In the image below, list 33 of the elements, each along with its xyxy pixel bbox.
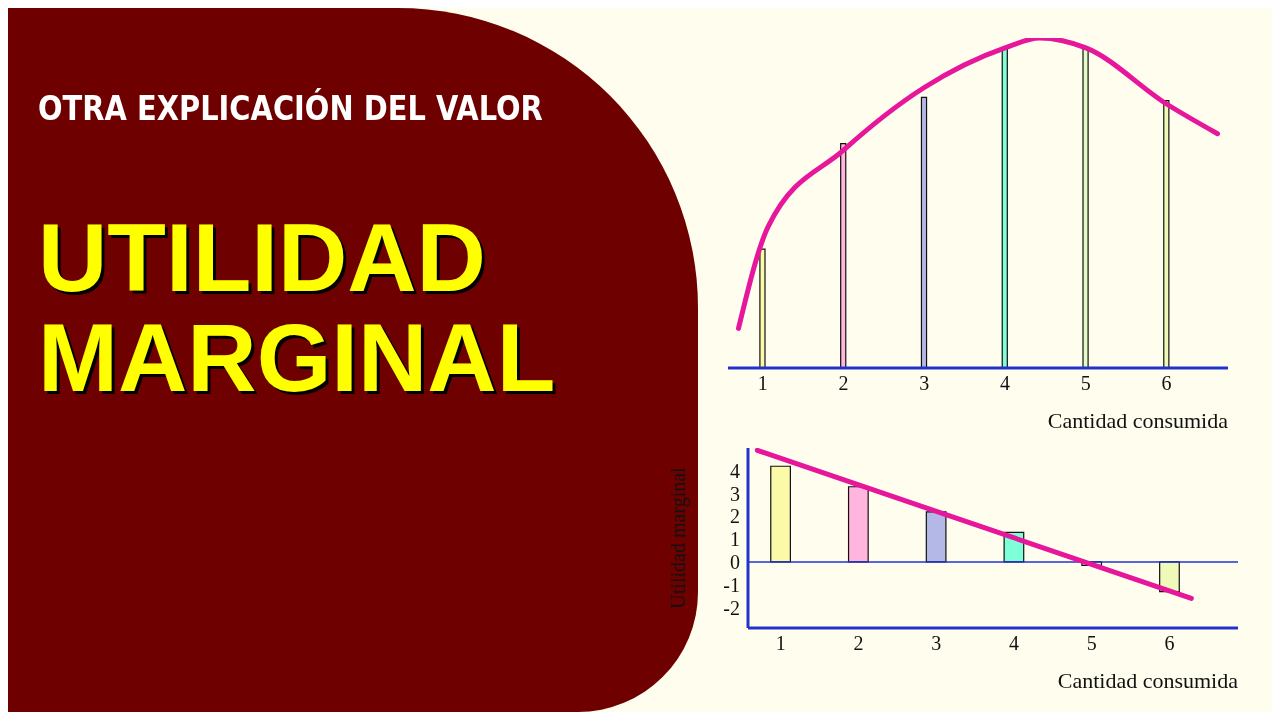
y-tick-label: 2 <box>730 505 740 528</box>
y-tick-label: 0 <box>730 551 740 574</box>
x-tick-label: 5 <box>1080 372 1091 395</box>
bar <box>847 486 869 563</box>
y-tick-label: 4 <box>730 459 740 482</box>
x-tick-label: 4 <box>1009 632 1019 655</box>
x-tick-label: 6 <box>1161 372 1172 395</box>
y-tick-label: -1 <box>723 573 740 596</box>
x-tick-label: 3 <box>919 372 930 395</box>
bar <box>1001 47 1008 368</box>
x-axis-title: Cantidad consumida <box>1057 668 1239 693</box>
text: OTRA EXPLICACIÓN DEL VALOR <box>38 88 544 128</box>
x-tick-label: 2 <box>838 372 849 395</box>
bar <box>770 465 791 563</box>
bar <box>759 248 766 368</box>
y-tick-label: -2 <box>723 596 740 619</box>
y-tick-label: 3 <box>730 482 740 505</box>
x-tick-label: 2 <box>853 632 864 655</box>
bar <box>840 143 847 368</box>
x-tick-label: 4 <box>1000 372 1011 395</box>
y-tick-label: 1 <box>730 528 740 551</box>
y-axis-title: Utilidad marginal <box>667 466 691 609</box>
bar <box>1082 47 1089 368</box>
bar <box>920 96 928 368</box>
bar <box>1163 100 1170 368</box>
x-tick-label: 1 <box>757 372 768 395</box>
x-tick-label: 6 <box>1164 632 1175 655</box>
text: UTILIDAD MARGINAL <box>38 204 557 411</box>
x-axis-title: Cantidad consumida <box>1047 408 1229 433</box>
bar <box>925 511 947 563</box>
x-tick-label: 3 <box>931 632 942 655</box>
x-tick-label: 1 <box>775 632 786 655</box>
x-tick-label: 5 <box>1086 632 1097 655</box>
